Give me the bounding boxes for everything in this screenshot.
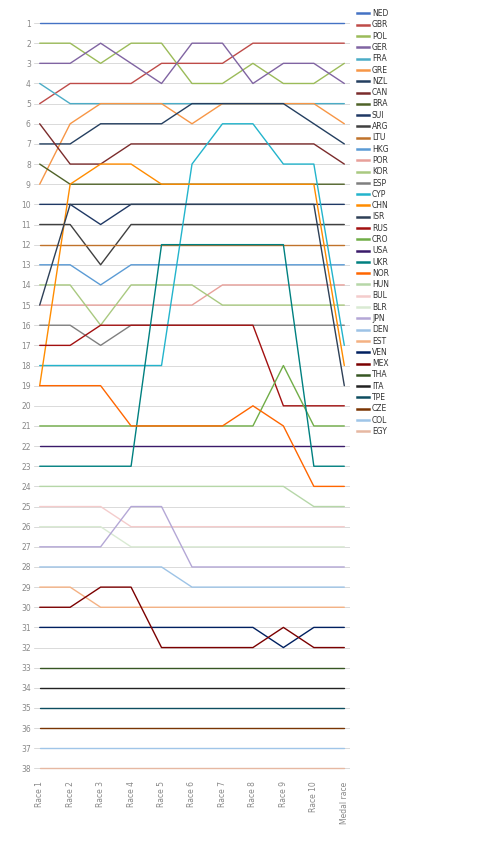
Legend: NED, GBR, POL, GER, FRA, GRE, NZL, CAN, BRA, SUI, ARG, LTU, HKG, POR, KOR, ESP, : NED, GBR, POL, GER, FRA, GRE, NZL, CAN, … [358,10,389,436]
